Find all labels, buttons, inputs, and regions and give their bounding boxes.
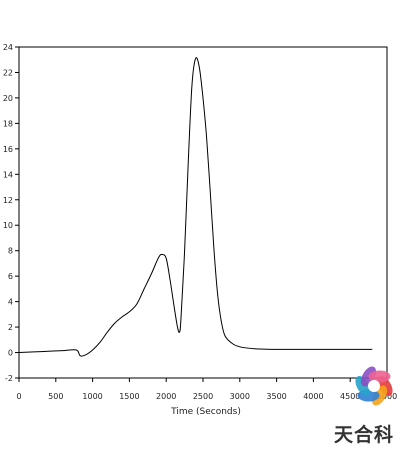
x-tick-label: 5000	[377, 392, 397, 401]
y-tick-label: 0	[8, 349, 13, 358]
y-tick-label: 8	[8, 247, 13, 256]
y-tick-label: 12	[3, 196, 13, 205]
x-tick-label: 1500	[119, 392, 139, 401]
watermark-logo-icon	[348, 358, 400, 414]
x-tick-label: 1000	[82, 392, 102, 401]
y-tick-label: 14	[3, 170, 13, 179]
x-tick-label: 2500	[193, 392, 213, 401]
x-axis: 0 500 1000 1500 2000 2500 3000 3500 4000 4500 5000	[16, 378, 397, 401]
x-axis-title: Time (Seconds)	[170, 407, 241, 417]
y-tick-label: 10	[3, 221, 13, 230]
y-tick-label: 20	[3, 94, 13, 103]
x-tick-label: 4000	[303, 392, 323, 401]
y-tick-label: 24	[3, 43, 13, 52]
x-tick-label: 3500	[266, 392, 286, 401]
y-tick-label: 6	[8, 272, 13, 281]
x-tick-label: 500	[48, 392, 63, 401]
x-tick-label: 0	[16, 392, 21, 401]
x-tick-label: 3000	[230, 392, 250, 401]
y-tick-label: 4	[8, 298, 13, 307]
y-tick-label: -2	[5, 374, 13, 383]
y-tick-label: 18	[3, 119, 13, 128]
watermark-text: 天合科	[334, 424, 395, 446]
y-tick-label: 16	[3, 145, 13, 154]
y-tick-label: 2	[8, 323, 13, 332]
series-line	[18, 57, 373, 357]
y-tick-label: 22	[3, 68, 13, 77]
x-tick-label: 4500	[340, 392, 360, 401]
x-tick-label: 2000	[156, 392, 176, 401]
